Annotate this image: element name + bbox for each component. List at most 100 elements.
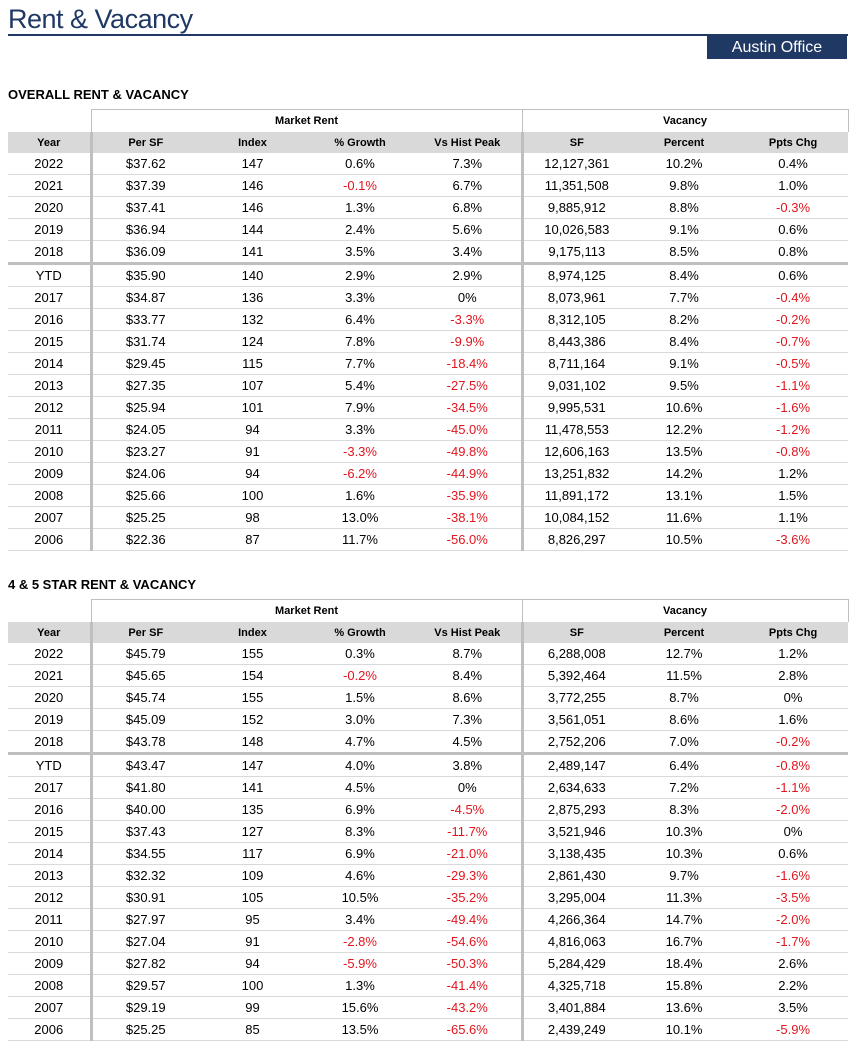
index-cell: 144: [199, 218, 306, 241]
per-sf-cell: $43.47: [89, 752, 199, 777]
growth-cell: -3.3%: [306, 440, 414, 463]
ppts-chg-cell: 1.2%: [738, 643, 849, 665]
per-sf-cell: $41.80: [89, 776, 199, 799]
index-cell: 94: [199, 418, 306, 441]
col-header-year: Year: [8, 132, 91, 153]
per-sf-cell: $36.94: [89, 218, 199, 241]
percent-cell: 15.8%: [630, 974, 739, 997]
growth-cell: 3.0%: [306, 708, 414, 731]
percent-cell: 10.2%: [630, 153, 739, 175]
growth-cell: 7.9%: [306, 396, 414, 419]
growth-cell: 13.5%: [306, 1018, 414, 1041]
percent-cell: 10.1%: [630, 1018, 739, 1041]
table-row: 2016 $40.00 135 6.9% -4.5% 2,875,293 8.3% -2.0%: [8, 798, 849, 821]
percent-cell: 10.3%: [630, 842, 739, 865]
sf-cell: 5,392,464: [520, 664, 631, 687]
growth-cell: 8.3%: [306, 820, 414, 843]
office-badge: Austin Office: [707, 36, 847, 59]
vs-hist-peak-cell: -43.2%: [414, 996, 523, 1019]
table-row: 2019 $45.09 152 3.0% 7.3% 3,561,051 8.6% 1.6%: [8, 708, 849, 731]
growth-cell: 0.3%: [306, 643, 414, 665]
four-five-star-rows: 2022 $45.79 155 0.3% 8.7% 6,288,008 12.7% 1.2% 2…: [8, 643, 849, 1041]
table-row: 2012 $30.91 105 10.5% -35.2% 3,295,004 11.3% -3…: [8, 886, 849, 909]
growth-cell: 2.9%: [306, 262, 414, 287]
page-title: Rent & Vacancy: [8, 4, 193, 34]
sf-cell: 9,031,102: [520, 374, 631, 397]
col-header-growth: % Growth: [306, 622, 414, 643]
ppts-chg-cell: -1.6%: [738, 396, 849, 419]
ppts-chg-cell: -0.2%: [738, 730, 849, 754]
vs-hist-peak-cell: -54.6%: [414, 930, 523, 953]
ppts-chg-cell: -3.6%: [738, 528, 849, 551]
col-header-sf: SF: [520, 622, 631, 643]
per-sf-cell: $45.79: [89, 643, 199, 665]
col-header-percent: Percent: [630, 132, 739, 153]
sf-cell: 10,084,152: [520, 506, 631, 529]
percent-cell: 13.1%: [630, 484, 739, 507]
year-cell: 2016: [8, 798, 91, 821]
per-sf-cell: $25.66: [89, 484, 199, 507]
year-cell: 2006: [8, 1018, 91, 1041]
index-cell: 141: [199, 240, 306, 264]
percent-cell: 8.4%: [630, 330, 739, 353]
table-row: YTD $35.90 140 2.9% 2.9% 8,974,125 8.4% 0.6%: [8, 262, 849, 287]
per-sf-cell: $40.00: [89, 798, 199, 821]
col-header-vs-hist-peak: Vs Hist Peak: [414, 622, 523, 643]
percent-cell: 16.7%: [630, 930, 739, 953]
percent-cell: 8.4%: [630, 262, 739, 287]
per-sf-cell: $29.57: [89, 974, 199, 997]
col-header-year: Year: [8, 622, 91, 643]
percent-cell: 8.5%: [630, 240, 739, 264]
column-group-row: Market Rent Vacancy: [8, 599, 849, 622]
table-row: 2007 $25.25 98 13.0% -38.1% 10,084,152 11.6% 1.…: [8, 506, 849, 529]
ppts-chg-cell: 0.6%: [738, 218, 849, 241]
percent-cell: 8.3%: [630, 798, 739, 821]
growth-cell: 4.0%: [306, 752, 414, 777]
table-row: 2022 $45.79 155 0.3% 8.7% 6,288,008 12.7% 1.2%: [8, 643, 849, 665]
table-row: 2021 $37.39 146 -0.1% 6.7% 11,351,508 9.8% 1.0%: [8, 174, 849, 197]
table-row: 2020 $45.74 155 1.5% 8.6% 3,772,255 8.7% 0%: [8, 686, 849, 709]
ppts-chg-cell: -0.4%: [738, 286, 849, 309]
per-sf-cell: $32.32: [89, 864, 199, 887]
percent-cell: 11.6%: [630, 506, 739, 529]
vs-hist-peak-cell: -50.3%: [414, 952, 523, 975]
vs-hist-peak-cell: -9.9%: [414, 330, 523, 353]
sf-cell: 3,521,946: [520, 820, 631, 843]
sf-cell: 4,325,718: [520, 974, 631, 997]
vs-hist-peak-cell: -44.9%: [414, 462, 523, 485]
growth-cell: 4.6%: [306, 864, 414, 887]
ppts-chg-cell: 1.1%: [738, 506, 849, 529]
growth-cell: 6.9%: [306, 842, 414, 865]
per-sf-cell: $27.82: [89, 952, 199, 975]
group-vacancy: Vacancy: [521, 109, 849, 132]
year-cell: 2010: [8, 930, 91, 953]
overall-rows: 2022 $37.62 147 0.6% 7.3% 12,127,361 10.2% 0.4%…: [8, 153, 849, 551]
growth-cell: 10.5%: [306, 886, 414, 909]
index-cell: 140: [199, 262, 306, 287]
index-cell: 147: [199, 752, 306, 777]
vs-hist-peak-cell: -21.0%: [414, 842, 523, 865]
year-cell: 2021: [8, 174, 91, 197]
overall-rent-vacancy-table: Market Rent Vacancy Year Per SF Index % …: [8, 109, 849, 551]
per-sf-cell: $34.87: [89, 286, 199, 309]
group-vacancy: Vacancy: [521, 599, 849, 622]
per-sf-cell: $29.45: [89, 352, 199, 375]
col-header-ppts-chg: Ppts Chg: [738, 132, 849, 153]
growth-cell: 3.3%: [306, 286, 414, 309]
year-cell: 2020: [8, 196, 91, 219]
per-sf-cell: $34.55: [89, 842, 199, 865]
index-cell: 146: [199, 196, 306, 219]
year-cell: 2017: [8, 286, 91, 309]
table-row: 2015 $37.43 127 8.3% -11.7% 3,521,946 10.3% 0%: [8, 820, 849, 843]
index-cell: 95: [199, 908, 306, 931]
ppts-chg-cell: -0.8%: [738, 440, 849, 463]
sf-cell: 12,127,361: [520, 153, 631, 175]
growth-cell: 6.4%: [306, 308, 414, 331]
sf-cell: 11,891,172: [520, 484, 631, 507]
year-cell: 2009: [8, 952, 91, 975]
percent-cell: 13.5%: [630, 440, 739, 463]
index-cell: 91: [199, 930, 306, 953]
percent-cell: 10.5%: [630, 528, 739, 551]
growth-cell: 1.6%: [306, 484, 414, 507]
growth-cell: 6.9%: [306, 798, 414, 821]
